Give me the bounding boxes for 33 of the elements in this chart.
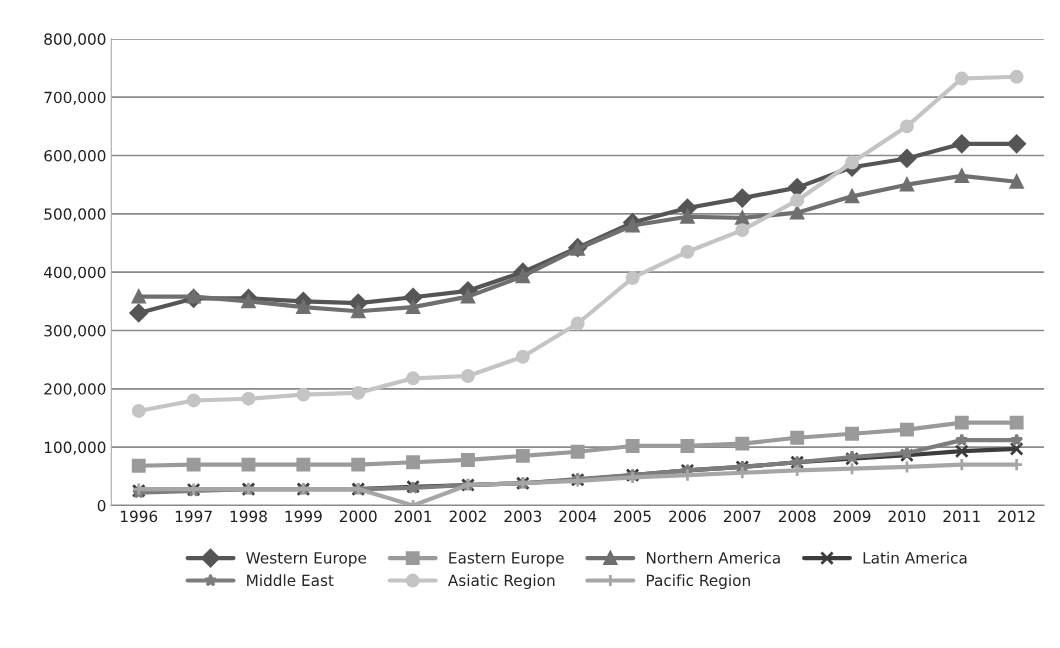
x-tick-label: 2011	[943, 510, 980, 523]
y-tick-label: 800,000	[44, 33, 106, 47]
y-tick-label: 0	[97, 499, 106, 512]
x-tick-label: 2008	[778, 510, 816, 523]
x-tick-label: 2004	[559, 510, 597, 523]
legend-label: Western Europe	[246, 552, 367, 567]
x-tick-label: 2012	[998, 510, 1035, 523]
x-tick-label: 1997	[175, 510, 212, 523]
y-tick-label: 500,000	[44, 208, 106, 222]
x-tick-label: 2009	[833, 510, 871, 523]
x-tick-label: 2010	[888, 510, 926, 523]
legend-label: Pacific Region	[646, 574, 750, 590]
x-tick-label: 2006	[669, 510, 706, 523]
y-tick-label: 300,000	[44, 324, 106, 339]
y-tick-label: 600,000	[44, 149, 106, 164]
x-tick-label: 2005	[614, 510, 651, 523]
x-tick-label: 1998	[230, 510, 267, 523]
x-tick-label: 2002	[449, 510, 486, 523]
y-tick-label: 400,000	[44, 266, 106, 280]
x-tick-label: 2003	[504, 510, 542, 523]
x-tick-label: 2001	[394, 510, 432, 523]
y-tick-label: 200,000	[44, 383, 106, 397]
y-tick-label: 100,000	[44, 441, 106, 455]
legend-label: Middle East	[247, 574, 334, 587]
y-tick-label: 700,000	[44, 91, 106, 105]
legend-label: Asiatic Region	[447, 574, 555, 590]
legend-label: Latin America	[863, 551, 967, 564]
x-tick-label: 2007	[723, 510, 761, 523]
legend-label: Eastern Europe	[449, 552, 564, 567]
x-tick-label: 2000	[339, 510, 377, 523]
legend-label: Northern America	[646, 551, 780, 564]
x-tick-label: 1996	[120, 510, 158, 523]
x-tick-label: 1999	[285, 510, 322, 523]
